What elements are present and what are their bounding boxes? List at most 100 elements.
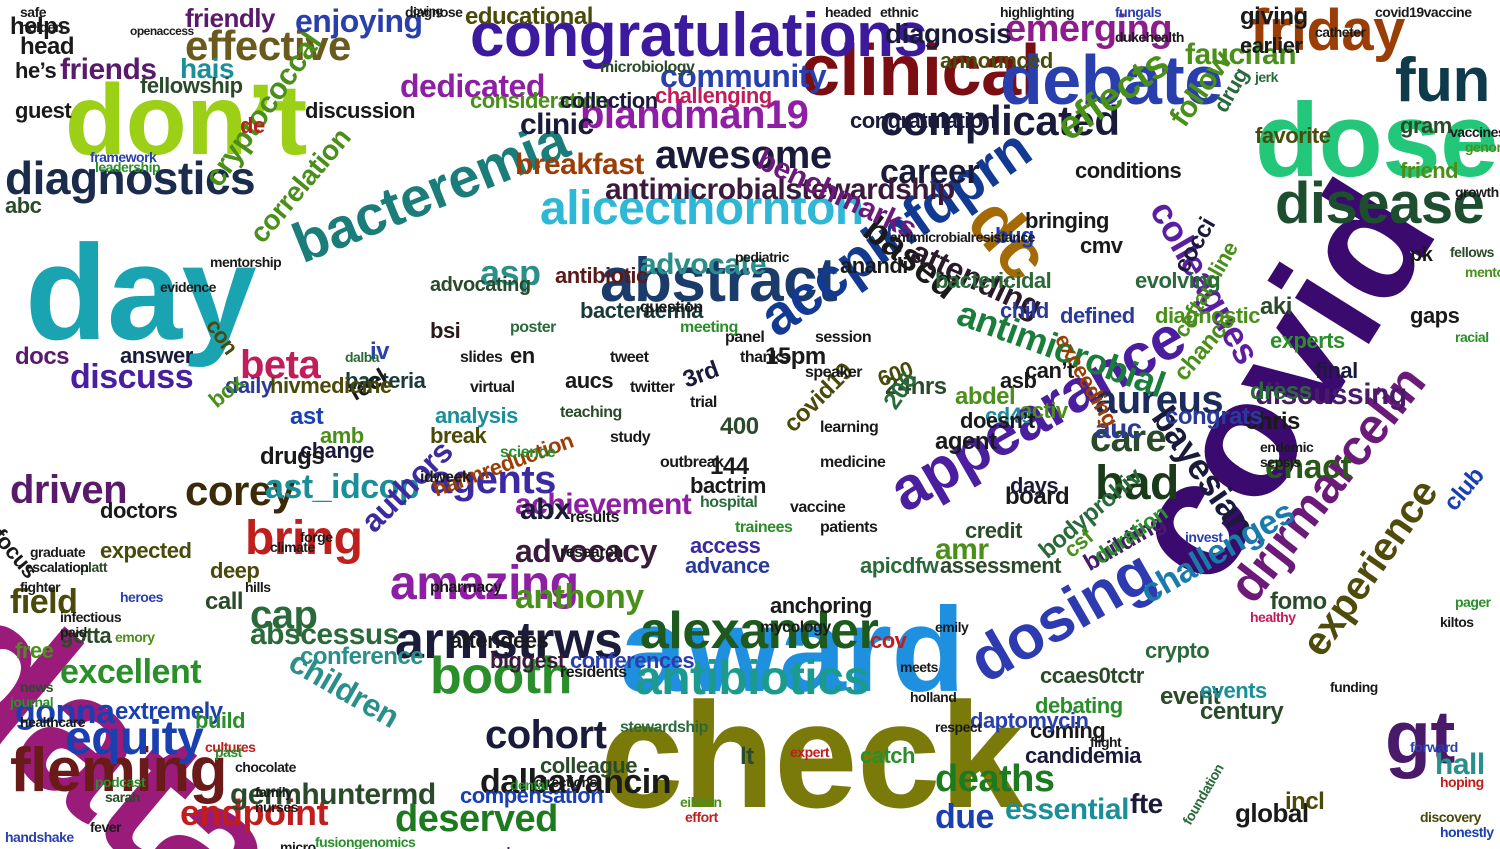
cloud-word: bactericidal [935, 268, 1052, 293]
cloud-word: alicecthornton [540, 182, 864, 235]
cloud-word: helps [10, 13, 71, 40]
cloud-word: podcast [95, 774, 146, 790]
cloud-word: 15pm [765, 343, 826, 370]
cloud-word: fun [1395, 46, 1490, 115]
cloud-word: science [500, 444, 556, 461]
cloud-word: ethnic [880, 4, 919, 20]
cloud-word: respect [935, 719, 982, 735]
cloud-word: head [20, 33, 75, 60]
cloud-word: teaching [560, 404, 622, 421]
cloud-word: research [560, 544, 623, 561]
cloud-word: friday [1250, 0, 1405, 63]
cloud-word: discussing [1255, 378, 1407, 411]
cloud-word: earlier [1240, 33, 1303, 58]
cloud-word: panel [725, 329, 765, 346]
cloud-word: disease [1275, 171, 1485, 236]
cloud-word: catch [860, 743, 915, 768]
cloud-word: faucifan [1185, 38, 1297, 71]
cloud-word: vaccines [1450, 124, 1500, 140]
cloud-word: complicated [880, 97, 1120, 144]
cloud-word: medicine [820, 454, 886, 471]
cloud-word: advocating [430, 274, 531, 296]
cloud-word: hospital [700, 494, 758, 511]
cloud-word: trial [690, 394, 717, 411]
cloud-word: evolving [1135, 268, 1221, 293]
cloud-word: anandi [840, 253, 908, 278]
cloud-word: directions [535, 774, 597, 790]
cloud-word: de [240, 113, 265, 138]
cloud-word: journal [10, 694, 54, 710]
cloud-word: dress [1250, 378, 1312, 405]
cloud-word: booth [430, 647, 572, 705]
cloud-word: attendees [450, 628, 549, 653]
cloud-word: friend [1400, 158, 1459, 183]
cloud-word: deaths [935, 758, 1055, 800]
cloud-word: anchoring [770, 593, 872, 618]
cloud-word: advocacy [515, 533, 657, 569]
cloud-word: bactrim [690, 473, 766, 498]
cloud-word: blandman19 [580, 93, 809, 137]
cloud-word: endemic [1260, 439, 1314, 455]
cloud-word: free [15, 638, 54, 663]
cloud-word: growth [1455, 184, 1499, 200]
cloud-word: gt [1385, 695, 1455, 779]
cloud-word: nurses [255, 799, 298, 815]
cloud-word: essential [1005, 793, 1129, 826]
cloud-word: antibiotic [555, 263, 648, 288]
cloud-word: advocate [640, 248, 767, 281]
cloud-word: asp [480, 252, 541, 293]
cloud-word: field [10, 583, 78, 621]
cloud-word: pediatric [735, 249, 789, 265]
cloud-word: anthony [515, 578, 644, 616]
cloud-word: gram [1400, 113, 1452, 138]
cloud-word: effective [185, 22, 351, 69]
cloud-word: bacteria [345, 368, 426, 393]
cloud-word: hais [180, 53, 235, 84]
cloud-word: awesome [655, 133, 832, 177]
cloud-word: session [815, 329, 872, 346]
cloud-word: diagnose [405, 4, 463, 20]
cloud-word: dalbavancin [480, 763, 672, 801]
cloud-word: gonna [15, 693, 115, 731]
cloud-word: dedicated [400, 68, 545, 104]
cloud-word: holden [20, 19, 63, 35]
cloud-word: antimicrobialresistance [890, 229, 1035, 245]
cloud-word: slides [460, 349, 503, 366]
cloud-word: deserved [395, 798, 558, 840]
cloud-word: favorite [1255, 123, 1331, 148]
cloud-word: genomic [1465, 139, 1500, 155]
cloud-word: congratulations [470, 1, 928, 70]
cloud-word: outbreak [660, 454, 724, 471]
cloud-word: beta [240, 343, 321, 387]
cloud-word: expert [790, 744, 830, 760]
cloud-word: escalation [25, 559, 89, 575]
cloud-word: holland [910, 689, 957, 705]
cloud-word: bug [995, 223, 1034, 248]
cloud-word: honestly [1440, 824, 1494, 840]
cloud-word: pharmacy [430, 579, 502, 596]
cloud-word: speaker [805, 364, 863, 381]
cloud-word: infectious [60, 609, 122, 625]
cloud-word: ccaes0tctr [1040, 663, 1144, 688]
cloud-word: mentors [1465, 264, 1500, 280]
cloud-word: news [20, 679, 54, 695]
cloud-word: chocolate [235, 759, 296, 775]
cloud-word: aucs [565, 368, 614, 393]
cloud-word: leadership [95, 159, 161, 175]
cloud-word: highlighting [1000, 4, 1075, 20]
cloud-word: 400 [720, 413, 759, 440]
cloud-word: evidence [160, 279, 216, 295]
cloud-word: antibiotics [635, 652, 870, 705]
cloud-word: diagnosis [885, 18, 1012, 49]
cloud-word: bringing [1025, 208, 1109, 233]
cloud-word: alexander [640, 602, 879, 660]
cloud-word: congratulation [850, 108, 996, 133]
cloud-word: excellent [60, 653, 202, 691]
cloud-word: candidemia [1025, 743, 1142, 768]
cloud-word: days [1010, 473, 1059, 498]
cloud-word: change [300, 438, 375, 463]
cloud-word: enjoying [295, 3, 423, 39]
cloud-word: abdel [955, 383, 1016, 410]
cloud-word: asb [1000, 368, 1037, 393]
